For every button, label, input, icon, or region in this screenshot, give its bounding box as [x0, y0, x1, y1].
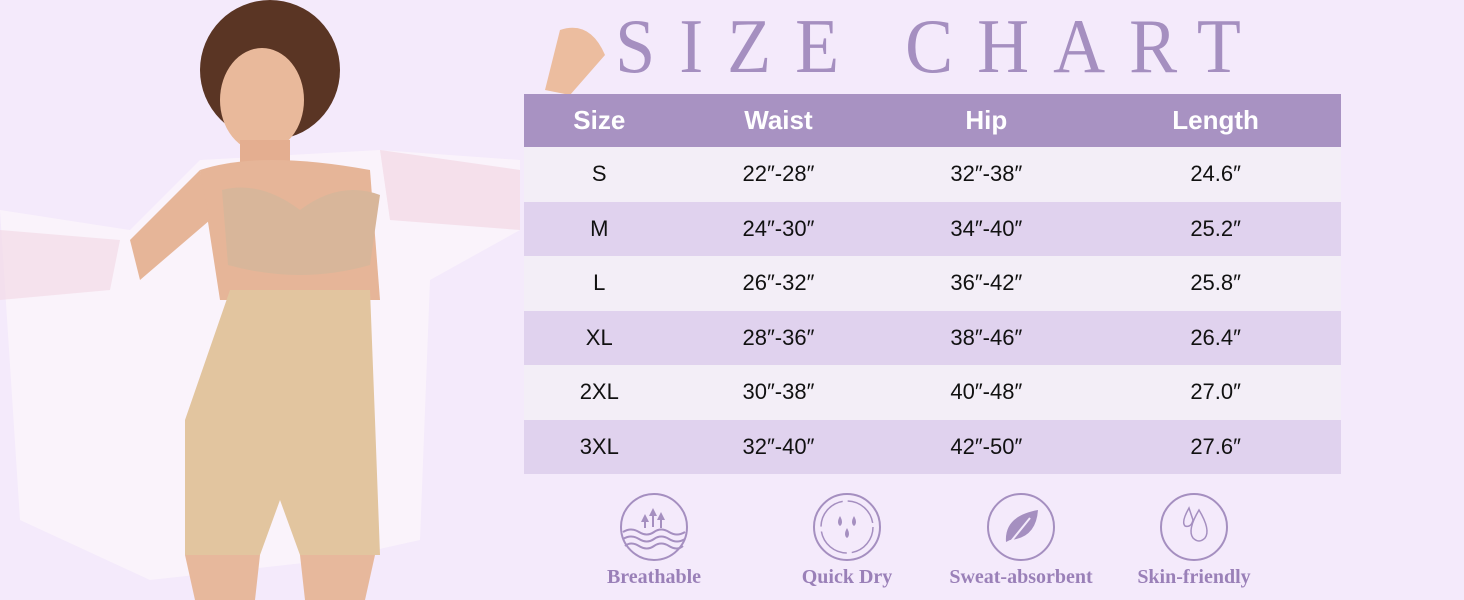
page-title: SIZE CHART [615, 2, 1265, 90]
table-cell: 3XL [524, 419, 675, 474]
table-cell: 25.8″ [1090, 256, 1341, 311]
table-cell: 26.4″ [1090, 310, 1341, 365]
table-cell: 40″-48″ [882, 365, 1091, 420]
table-cell: 24″-30″ [674, 201, 883, 256]
table-cell: 30″-38″ [674, 365, 883, 420]
table-cell: 34″-40″ [882, 201, 1091, 256]
feature-quick-dry: Quick Dry [757, 492, 937, 589]
column-header: Length [1090, 94, 1341, 147]
table-cell: L [524, 256, 675, 311]
quick-dry-icon [813, 493, 881, 561]
model-photo [0, 0, 605, 600]
feature-skin-friendly: Skin-friendly [1104, 492, 1284, 589]
table-cell: 42″-50″ [882, 419, 1091, 474]
table-cell: 24.6″ [1090, 147, 1341, 202]
table-cell: XL [524, 310, 675, 365]
table-cell: 26″-32″ [674, 256, 883, 311]
table-row: 2XL 30″-38″ 40″-48″ 27.0″ [524, 365, 1341, 420]
feature-label: Quick Dry [801, 566, 893, 588]
table-cell: S [524, 147, 675, 202]
column-header: Hip [882, 94, 1091, 147]
droplets-icon [1160, 493, 1228, 561]
feature-label: Skin-friendly [1137, 566, 1251, 588]
table-cell: 27.6″ [1090, 419, 1341, 474]
table-row: L 26″-32″ 36″-42″ 25.8″ [524, 256, 1341, 311]
leaf-icon [987, 493, 1055, 561]
table-cell: 25.2″ [1090, 201, 1341, 256]
table-row: S 22″-28″ 32″-38″ 24.6″ [524, 147, 1341, 202]
table-cell: 2XL [524, 365, 675, 420]
column-header: Size [524, 94, 675, 147]
table-row: XL 28″-36″ 38″-46″ 26.4″ [524, 310, 1341, 365]
feature-label: Breathable [606, 566, 702, 588]
feature-breathable: Breathable [564, 492, 744, 589]
table-row: 3XL 32″-40″ 42″-50″ 27.6″ [524, 419, 1341, 474]
size-table: Size Waist Hip Length S 22″-28″ 32″-38″ 24.6″ M… [524, 94, 1341, 474]
table-cell: M [524, 201, 675, 256]
table-cell: 27.0″ [1090, 365, 1341, 420]
breathable-icon [620, 493, 688, 561]
table-cell: 32″-40″ [674, 419, 883, 474]
column-header: Waist [674, 94, 883, 147]
table-cell: 32″-38″ [882, 147, 1091, 202]
feature-label: Sweat-absorbent [949, 566, 1093, 588]
table-cell: 22″-28″ [674, 147, 883, 202]
table-cell: 28″-36″ [674, 310, 883, 365]
feature-list: Breathable Quick Dry Sweat-absorbent Ski… [590, 492, 1290, 600]
table-row: M 24″-30″ 34″-40″ 25.2″ [524, 201, 1341, 256]
feature-sweat-absorbent: Sweat-absorbent [931, 492, 1111, 589]
table-cell: 36″-42″ [882, 256, 1091, 311]
table-cell: 38″-46″ [882, 310, 1091, 365]
table-header-row: Size Waist Hip Length [524, 94, 1341, 147]
